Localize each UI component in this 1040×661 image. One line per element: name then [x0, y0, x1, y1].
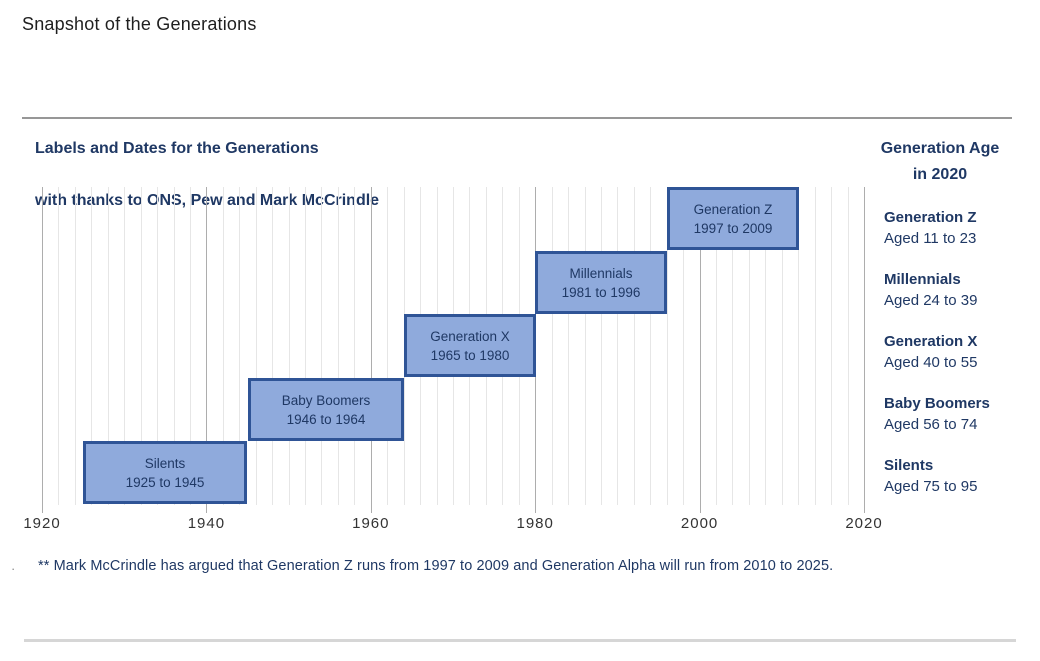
age-entry-name: Millennials — [884, 271, 961, 288]
footnote-text: ** Mark McCrindle has argued that Genera… — [38, 558, 834, 574]
age-entry-range: Aged 56 to 74 — [884, 416, 978, 433]
minor-gridline-1986 — [584, 187, 586, 505]
minor-gridline-1962 — [387, 187, 389, 505]
minor-gridline-2010 — [781, 187, 783, 505]
age-entry-name: Generation X — [884, 333, 978, 350]
bottom-divider-line — [24, 639, 1016, 642]
age-entry-name: Silents — [884, 457, 934, 474]
chart-title-line2: with thanks to ONS, Pew and Mark McCrind… — [35, 192, 380, 209]
minor-gridline-1932 — [140, 187, 142, 505]
age-entry-range: Aged 75 to 95 — [884, 478, 978, 495]
minor-gridline-1956 — [337, 187, 339, 505]
minor-gridline-1994 — [650, 187, 652, 505]
minor-gridline-2014 — [814, 187, 816, 505]
minor-gridline-1982 — [551, 187, 553, 505]
bar-label-range: 1965 to 1980 — [430, 347, 510, 363]
age-entry-name: Baby Boomers — [884, 395, 990, 412]
minor-gridline-1954 — [321, 187, 323, 505]
minor-gridline-1930 — [124, 187, 126, 505]
major-gridline-2020 — [864, 187, 865, 513]
x-axis-tick-label-1960: 1960 — [352, 515, 390, 532]
minor-gridline-1926 — [91, 187, 93, 505]
minor-gridline-1992 — [633, 187, 635, 505]
age-entry-generation-x: Generation X Aged 40 to 55 — [884, 331, 977, 373]
minor-gridline-2008 — [765, 187, 767, 505]
x-axis-tick-label-1920: 1920 — [23, 515, 61, 532]
age-entry-range: Aged 11 to 23 — [884, 230, 977, 247]
age-panel-heading-line2: in 2020 — [912, 166, 968, 183]
bar-label-name: Millennials — [569, 265, 633, 281]
age-entry-name: Generation Z — [884, 209, 977, 226]
minor-gridline-1936 — [173, 187, 175, 505]
bar-label-range: 1981 to 1996 — [561, 284, 641, 300]
minor-gridline-1952 — [305, 187, 307, 505]
bar-label-name: Generation X — [430, 328, 510, 344]
age-entry-generation-z: Generation Z Aged 11 to 23 — [884, 207, 977, 249]
bar-label-name: Silents — [144, 455, 186, 471]
minor-gridline-1934 — [157, 187, 159, 505]
bar-baby-boomers: Baby Boomers 1946 to 1964 — [248, 378, 404, 441]
major-gridline-2000 — [699, 187, 701, 513]
minor-gridline-1984 — [568, 187, 570, 505]
chart-title: Labels and Dates for the Generations wit… — [35, 136, 379, 214]
minor-gridline-1996 — [666, 187, 668, 505]
major-gridline-1960 — [370, 187, 372, 513]
minor-gridline-1928 — [107, 187, 109, 505]
minor-gridline-2002 — [716, 187, 718, 505]
age-entry-range: Aged 24 to 39 — [884, 292, 978, 309]
age-entry-baby-boomers: Baby Boomers Aged 56 to 74 — [884, 393, 990, 435]
minor-gridline-2012 — [798, 187, 800, 505]
minor-gridline-1946 — [255, 187, 257, 505]
x-axis-tick-label-1940: 1940 — [187, 515, 226, 532]
major-gridline-1940 — [206, 187, 208, 513]
footnote-bullet: · — [11, 561, 16, 576]
page-title: Snapshot of the Generations — [22, 14, 257, 34]
bar-silents: Silents 1925 to 1945 — [83, 441, 247, 504]
bar-label-name: Generation Z — [693, 201, 773, 217]
minor-gridline-1990 — [617, 187, 619, 505]
bar-generation-z: Generation Z 1997 to 2009 — [667, 187, 799, 250]
age-panel-heading-line1: Generation Age — [880, 140, 1000, 157]
minor-gridline-1922 — [58, 187, 60, 505]
minor-gridline-2004 — [732, 187, 734, 505]
minor-gridline-2006 — [748, 187, 750, 505]
bar-generation-x: Generation X 1965 to 1980 — [404, 314, 536, 377]
minor-gridline-2016 — [831, 187, 833, 505]
minor-gridline-1958 — [354, 187, 356, 505]
major-gridline-1920 — [42, 187, 43, 513]
minor-gridline-2018 — [847, 187, 849, 505]
age-panel-heading: Generation Age in 2020 — [860, 136, 1020, 188]
minor-gridline-1924 — [74, 187, 76, 505]
minor-gridline-1988 — [600, 187, 602, 505]
minor-gridline-1944 — [239, 187, 241, 505]
top-divider-line — [22, 117, 1012, 119]
chart-title-line1: Labels and Dates for the Generations — [35, 140, 319, 157]
bar-label-range: 1925 to 1945 — [125, 474, 205, 490]
x-axis-tick-label-1980: 1980 — [516, 515, 554, 532]
minor-gridline-1938 — [189, 187, 191, 505]
timeline-plot-area: 1920 1940 1960 1980 2000 2020 Generation Z 1997… — [23, 187, 882, 532]
bar-label-range: 1946 to 1964 — [286, 411, 366, 427]
age-entry-range: Aged 40 to 55 — [884, 354, 978, 371]
bar-millennials: Millennials 1981 to 1996 — [535, 251, 667, 314]
age-entry-silents: Silents Aged 75 to 95 — [884, 455, 977, 497]
minor-gridline-1948 — [272, 187, 274, 505]
bar-label-range: 1997 to 2009 — [693, 220, 773, 236]
minor-gridline-1998 — [683, 187, 685, 505]
minor-gridline-1950 — [288, 187, 290, 505]
x-axis-tick-label-2000: 2000 — [680, 515, 719, 532]
x-axis-tick-label-2020: 2020 — [845, 515, 883, 532]
age-entry-millennials: Millennials Aged 24 to 39 — [884, 269, 977, 311]
bar-label-name: Baby Boomers — [281, 392, 371, 408]
minor-gridline-1942 — [222, 187, 224, 505]
